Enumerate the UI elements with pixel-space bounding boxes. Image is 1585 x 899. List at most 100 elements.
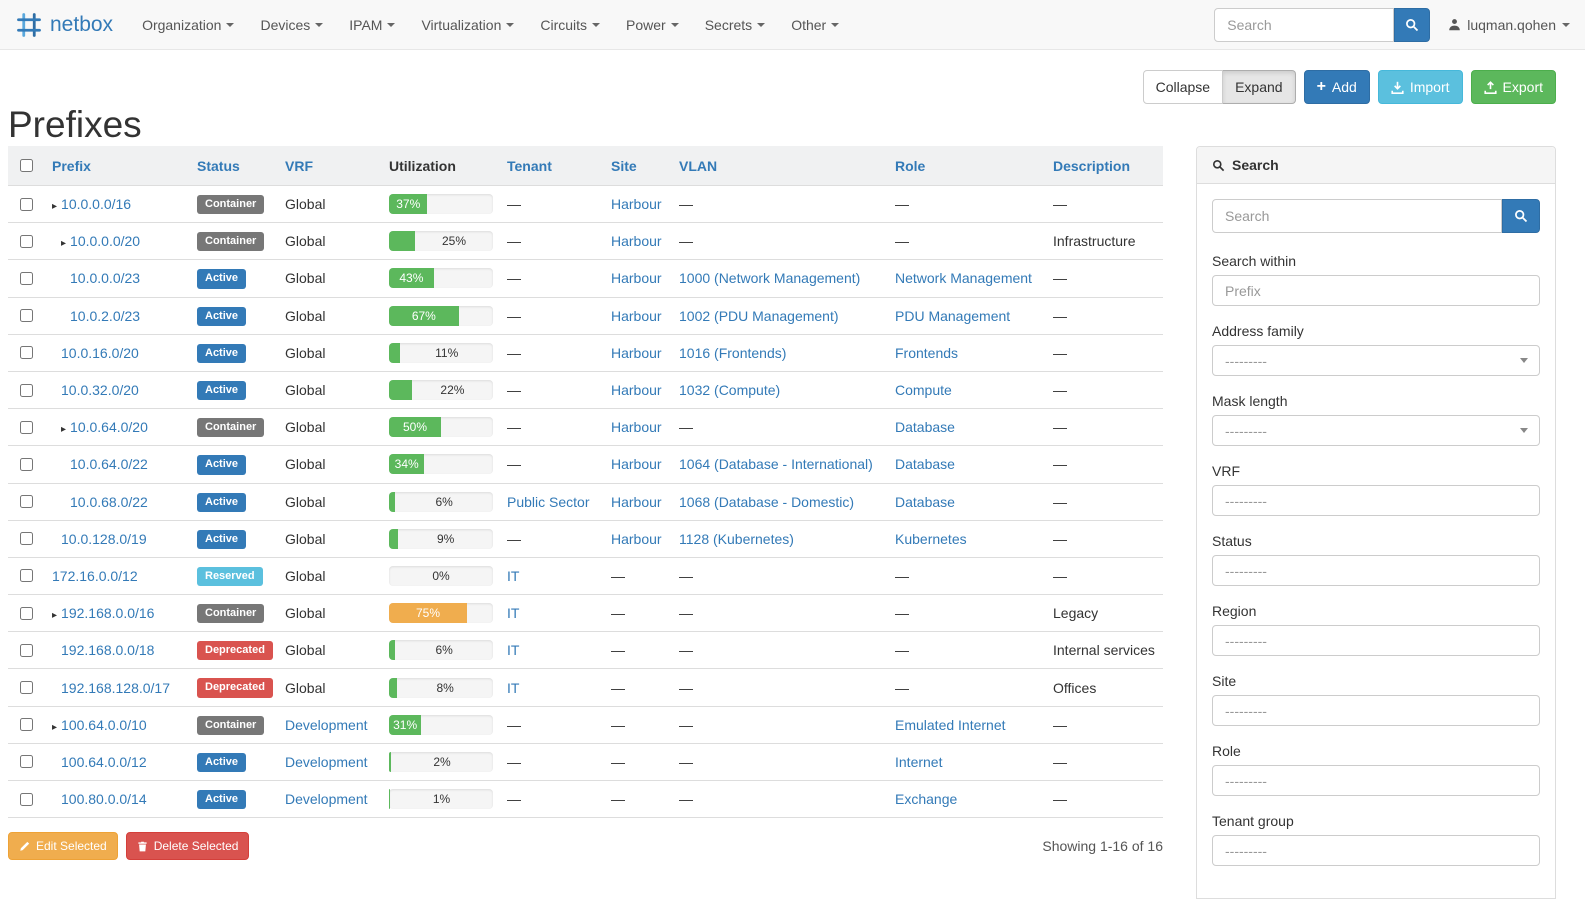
mask-length-select[interactable] bbox=[1212, 415, 1540, 446]
site-link[interactable]: Harbour bbox=[611, 270, 662, 287]
edit-selected-button[interactable]: Edit Selected bbox=[8, 832, 118, 861]
tenant-group-input[interactable] bbox=[1212, 835, 1540, 866]
tenant-link[interactable]: IT bbox=[507, 567, 520, 584]
navbar-search-button[interactable] bbox=[1394, 7, 1431, 42]
nav-item-circuits[interactable]: Circuits bbox=[527, 2, 613, 48]
region-input[interactable] bbox=[1212, 625, 1540, 656]
row-checkbox[interactable] bbox=[20, 718, 33, 732]
role-link[interactable]: Compute bbox=[895, 382, 952, 399]
row-checkbox[interactable] bbox=[20, 569, 33, 583]
role-link[interactable]: Database bbox=[895, 456, 955, 473]
row-checkbox[interactable] bbox=[20, 792, 33, 806]
nav-item-devices[interactable]: Devices bbox=[247, 2, 336, 48]
prefix-link[interactable]: 100.80.0.0/14 bbox=[61, 791, 147, 808]
column-header-vlan[interactable]: VLAN bbox=[671, 146, 887, 186]
vlan-link[interactable]: 1068 (Database - Domestic) bbox=[679, 493, 855, 510]
row-checkbox[interactable] bbox=[20, 457, 33, 471]
vrf-input[interactable] bbox=[1212, 485, 1540, 516]
vlan-link[interactable]: 1064 (Database - International) bbox=[679, 456, 873, 473]
site-link[interactable]: Harbour bbox=[611, 233, 662, 250]
import-button[interactable]: Import bbox=[1377, 70, 1463, 104]
site-input[interactable] bbox=[1212, 695, 1540, 726]
column-header-site[interactable]: Site bbox=[603, 146, 671, 186]
column-header-role[interactable]: Role bbox=[887, 146, 1045, 186]
prefix-link[interactable]: 10.0.64.0/22 bbox=[70, 456, 148, 473]
role-link[interactable]: Internet bbox=[895, 753, 943, 770]
prefix-link[interactable]: 10.0.2.0/23 bbox=[70, 307, 141, 324]
prefix-link[interactable]: 10.0.32.0/20 bbox=[61, 382, 139, 399]
nav-item-other[interactable]: Other bbox=[778, 2, 852, 48]
row-checkbox[interactable] bbox=[20, 271, 33, 285]
prefix-link[interactable]: 100.64.0.0/10 bbox=[61, 716, 147, 733]
nav-item-secrets[interactable]: Secrets bbox=[692, 2, 778, 48]
prefix-link[interactable]: 192.168.0.0/18 bbox=[61, 642, 155, 659]
prefix-link[interactable]: 10.0.0.0/16 bbox=[61, 196, 132, 213]
navbar-search-input[interactable] bbox=[1214, 7, 1395, 42]
row-checkbox[interactable] bbox=[20, 643, 33, 657]
nav-item-virtualization[interactable]: Virtualization bbox=[408, 2, 527, 48]
row-checkbox[interactable] bbox=[20, 420, 33, 434]
delete-selected-button[interactable]: Delete Selected bbox=[125, 832, 250, 861]
role-link[interactable]: Frontends bbox=[895, 344, 959, 361]
site-link[interactable]: Harbour bbox=[611, 456, 662, 473]
tenant-link[interactable]: Public Sector bbox=[507, 493, 590, 510]
column-header-tenant[interactable]: Tenant bbox=[499, 146, 603, 186]
site-link[interactable]: Harbour bbox=[611, 382, 662, 399]
vlan-link[interactable]: 1002 (PDU Management) bbox=[679, 307, 839, 324]
row-checkbox[interactable] bbox=[20, 606, 33, 620]
role-input[interactable] bbox=[1212, 765, 1540, 796]
prefix-link[interactable]: 10.0.128.0/19 bbox=[61, 530, 147, 547]
role-link[interactable]: Database bbox=[895, 493, 955, 510]
row-checkbox[interactable] bbox=[20, 495, 33, 509]
nav-item-power[interactable]: Power bbox=[613, 2, 692, 48]
collapse-button[interactable]: Collapse bbox=[1142, 70, 1224, 104]
search-within-input[interactable] bbox=[1212, 275, 1540, 306]
column-header-vrf[interactable]: VRF bbox=[277, 146, 381, 186]
tenant-link[interactable]: IT bbox=[507, 679, 520, 696]
row-checkbox[interactable] bbox=[20, 234, 33, 248]
tenant-link[interactable]: IT bbox=[507, 642, 520, 659]
row-checkbox[interactable] bbox=[20, 346, 33, 360]
role-link[interactable]: Exchange bbox=[895, 791, 958, 808]
row-checkbox[interactable] bbox=[20, 197, 33, 211]
sidebar-search-button[interactable] bbox=[1502, 199, 1540, 233]
user-menu[interactable]: luqman.qohen bbox=[1448, 17, 1570, 33]
status-input[interactable] bbox=[1212, 555, 1540, 586]
expand-button[interactable]: Expand bbox=[1223, 70, 1296, 104]
site-link[interactable]: Harbour bbox=[611, 530, 662, 547]
vrf-link[interactable]: Development bbox=[285, 753, 368, 770]
nav-item-organization[interactable]: Organization bbox=[129, 2, 247, 48]
vlan-link[interactable]: 1128 (Kubernetes) bbox=[679, 530, 794, 547]
role-link[interactable]: Network Management bbox=[895, 270, 1032, 287]
select-all-checkbox[interactable] bbox=[20, 159, 33, 172]
prefix-link[interactable]: 10.0.0.0/23 bbox=[70, 270, 141, 287]
add-button[interactable]: + Add bbox=[1303, 70, 1370, 104]
prefix-link[interactable]: 10.0.16.0/20 bbox=[61, 344, 139, 361]
site-link[interactable]: Harbour bbox=[611, 307, 662, 324]
row-checkbox[interactable] bbox=[20, 532, 33, 546]
site-link[interactable]: Harbour bbox=[611, 196, 662, 213]
column-header-description[interactable]: Description bbox=[1045, 146, 1163, 186]
row-checkbox[interactable] bbox=[20, 681, 33, 695]
address-family-select[interactable] bbox=[1212, 345, 1540, 376]
site-link[interactable]: Harbour bbox=[611, 493, 662, 510]
row-checkbox[interactable] bbox=[20, 309, 33, 323]
site-link[interactable]: Harbour bbox=[611, 344, 662, 361]
vlan-link[interactable]: 1016 (Frontends) bbox=[679, 344, 787, 361]
prefix-link[interactable]: 172.16.0.0/12 bbox=[52, 567, 138, 584]
netbox-logo[interactable]: netbox bbox=[15, 11, 113, 39]
role-link[interactable]: Kubernetes bbox=[895, 530, 967, 547]
role-link[interactable]: PDU Management bbox=[895, 307, 1011, 324]
prefix-link[interactable]: 10.0.0.0/20 bbox=[70, 233, 141, 250]
prefix-link[interactable]: 10.0.64.0/20 bbox=[70, 419, 148, 436]
sidebar-search-input[interactable] bbox=[1212, 199, 1502, 233]
prefix-link[interactable]: 10.0.68.0/22 bbox=[70, 493, 148, 510]
vrf-link[interactable]: Development bbox=[285, 716, 368, 733]
prefix-link[interactable]: 192.168.128.0/17 bbox=[61, 679, 170, 696]
vlan-link[interactable]: 1000 (Network Management) bbox=[679, 270, 861, 287]
role-link[interactable]: Database bbox=[895, 419, 955, 436]
column-header-prefix[interactable]: Prefix bbox=[44, 146, 189, 186]
site-link[interactable]: Harbour bbox=[611, 419, 662, 436]
vlan-link[interactable]: 1032 (Compute) bbox=[679, 382, 781, 399]
row-checkbox[interactable] bbox=[20, 383, 33, 397]
